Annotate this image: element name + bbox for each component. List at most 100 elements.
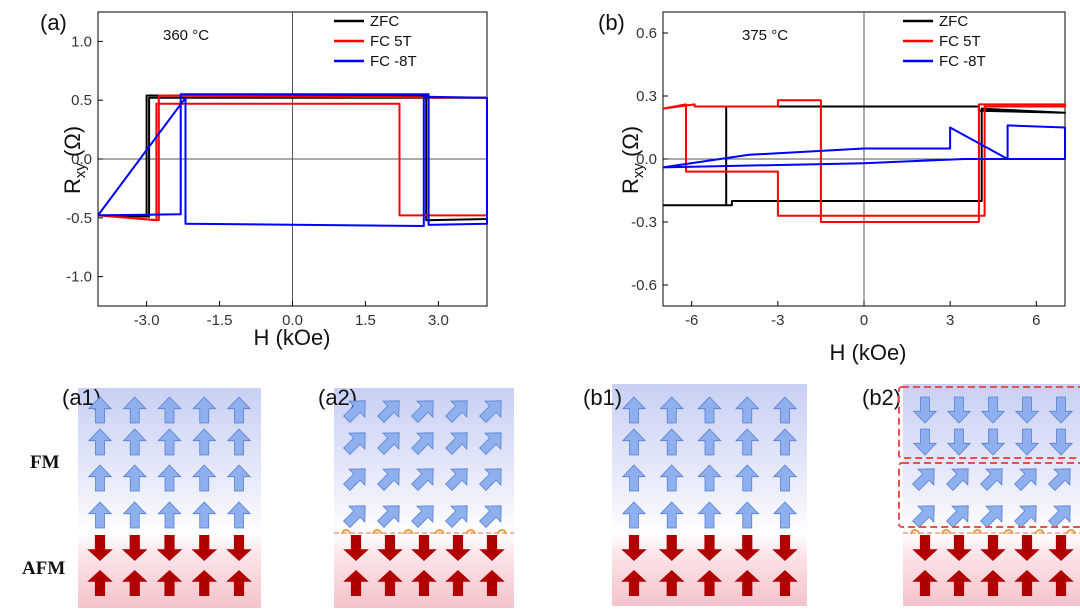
spin-arrow <box>946 396 972 424</box>
legend-entry: ZFC <box>370 13 399 30</box>
spin-arrow <box>87 535 113 561</box>
spin-arrow <box>772 535 798 561</box>
spin-arrow <box>226 428 252 456</box>
spin-arrow <box>121 570 148 596</box>
series-line-zfc <box>663 105 1066 207</box>
x-ticks-b: -6 -3 0 3 6 <box>685 301 1040 329</box>
interface-pinned-spin <box>465 529 476 535</box>
spin-arrow <box>659 396 684 424</box>
spin-arrow <box>912 428 938 456</box>
x-tick-label: 1.5 <box>355 312 376 329</box>
spin-arrow <box>946 535 972 561</box>
spin-arrow <box>659 428 684 456</box>
spin-arrow <box>343 432 366 455</box>
spin-arrow <box>1048 535 1074 561</box>
y-tick-label: 0.5 <box>71 92 92 109</box>
x-tick-label: 0.0 <box>282 312 303 329</box>
spin-arrow <box>87 428 113 456</box>
spin-arrow <box>445 468 468 491</box>
spin-arrow <box>157 464 182 492</box>
spin-arrow <box>377 432 400 455</box>
y-tick-label: 0.6 <box>636 25 657 42</box>
y-tick-label: 0.3 <box>636 88 657 105</box>
spin-arrow <box>1014 505 1037 528</box>
afm-label: AFM <box>22 558 65 579</box>
temperature-annotation-a: 360 °C <box>163 27 209 44</box>
legend-entry: FC 5T <box>939 33 981 50</box>
x-tick-label: 6 <box>1032 312 1040 329</box>
spin-arrow <box>1048 468 1071 491</box>
x-tick-label: -6 <box>685 312 698 329</box>
spin-arrow <box>157 428 182 456</box>
interface-pinned-spin <box>341 529 351 535</box>
schematics: (a1) (a2) (b1) (b2) <box>62 384 1080 608</box>
spin-arrow <box>87 464 113 492</box>
legend-entry: ZFC <box>939 13 968 30</box>
x-tick-label: 3.0 <box>428 312 449 329</box>
spin-arrow <box>479 432 502 455</box>
spin-arrow <box>912 535 938 561</box>
interface-pinned-spin <box>1034 529 1045 535</box>
spin-arrow <box>1048 428 1074 456</box>
spin-arrow <box>772 501 798 529</box>
spin-arrow <box>912 468 935 491</box>
x-ticks-a: -3.0 -1.5 0.0 1.5 3.0 <box>134 301 449 329</box>
panel-label-b: (b) <box>598 10 625 35</box>
interface-pinned-spin <box>434 529 445 535</box>
spin-arrow <box>411 468 434 491</box>
x-tick-label: -3.0 <box>134 312 160 329</box>
spin-arrow <box>1014 396 1040 424</box>
y-tick-label: -0.3 <box>631 214 657 231</box>
series-group-b <box>662 99 1066 223</box>
spin-arrow <box>377 468 400 491</box>
spin-arrow <box>343 468 366 491</box>
spin-arrow <box>377 505 400 528</box>
y-axis-label-b: Rxy (Ω) <box>618 126 647 194</box>
spin-arrow <box>1014 570 1040 596</box>
y-axis-label-unit-b: (Ω) <box>618 126 643 163</box>
spin-arrow <box>122 501 147 529</box>
y-axis-label-unit-a: (Ω) <box>60 126 85 163</box>
spin-arrow <box>445 570 471 596</box>
interface-pinned-spin <box>972 529 983 535</box>
schematic-panel-3: (b1) <box>583 384 807 606</box>
spin-arrow <box>772 428 798 456</box>
spin-arrow <box>1014 468 1037 491</box>
x-tick-label: 3 <box>946 312 954 329</box>
spin-arrow <box>445 505 468 528</box>
spin-arrow <box>696 535 723 561</box>
interface-pinned-spin <box>1003 529 1014 535</box>
spin-arrow <box>621 570 647 596</box>
series-line-fc-5t <box>97 94 488 222</box>
spin-arrow <box>946 505 969 528</box>
spin-arrow <box>735 501 760 529</box>
spin-arrow <box>772 464 798 492</box>
spin-arrow <box>697 464 722 492</box>
spin-arrow <box>122 396 147 424</box>
spin-arrow <box>479 535 505 561</box>
series-group-a <box>97 93 488 227</box>
spin-arrow <box>1048 505 1071 528</box>
interface-pinned-spin <box>403 529 414 535</box>
interface-pinned-spin <box>1066 529 1076 535</box>
spin-arrow <box>659 501 684 529</box>
x-tick-label: -3 <box>771 312 784 329</box>
spin-arrow <box>621 428 647 456</box>
spin-arrow <box>912 396 938 424</box>
y-axis-label-sub-a: xy <box>72 163 89 179</box>
spin-arrow <box>1014 535 1040 561</box>
spin-arrow <box>479 400 502 423</box>
spin-arrow <box>621 396 647 424</box>
spin-arrow <box>946 428 972 456</box>
y-tick-label: -1.0 <box>66 269 92 286</box>
y-tick-label: 0.0 <box>71 151 92 168</box>
spin-arrow <box>411 400 434 423</box>
spin-arrow <box>697 396 722 424</box>
spin-arrow <box>87 396 113 424</box>
schematic-panel-2: (a2) <box>318 385 514 608</box>
spin-arrow <box>377 400 400 423</box>
interface-pinned-spin <box>497 529 507 535</box>
x-tick-label: 0 <box>860 312 868 329</box>
schematic-panel-1: (a1) <box>62 385 261 608</box>
spin-arrow <box>157 501 182 529</box>
